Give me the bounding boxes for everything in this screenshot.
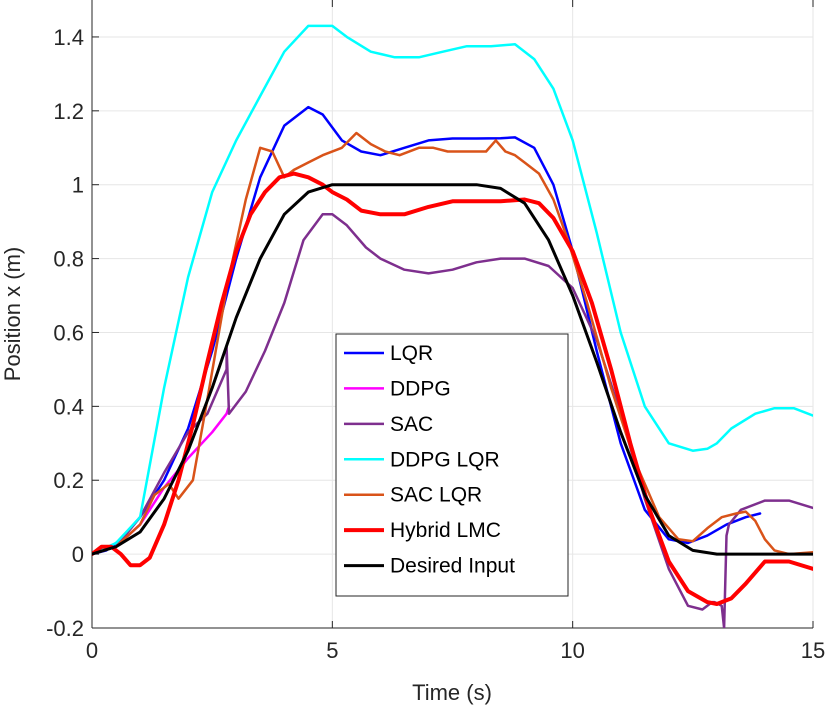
y-tick-label: -0.2: [46, 616, 84, 641]
y-tick-label: 1: [72, 173, 84, 198]
axes: 0 5 10 15-0.200.20.40.60.811.21.4: [46, 0, 825, 663]
y-tick-label: 0.4: [53, 394, 84, 419]
y-tick-label: 0.2: [53, 468, 84, 493]
series-layer: [92, 24, 813, 628]
y-tick-label: 0.8: [53, 247, 84, 272]
y-tick-label: 1.2: [53, 99, 84, 124]
legend-label-ddpg: DDPG: [390, 377, 451, 400]
series-line-sac-lqr: [92, 131, 813, 556]
legend: LQR DDPG SAC DDPG LQR SAC LQR Hybrid LMC Desir…: [335, 333, 569, 597]
series-line-desired-input: [92, 183, 813, 556]
series-line-hybrid-lmc: [92, 171, 813, 606]
x-tick-label: 15: [801, 638, 825, 663]
legend-label-sac-lqr: SAC LQR: [390, 484, 482, 507]
legend-box: [335, 333, 569, 597]
series-line-sac: [92, 213, 813, 628]
series-group: [92, 24, 813, 628]
legend-label-hybrid-lmc: Hybrid LMC: [390, 519, 501, 542]
y-tick-label: 0: [72, 542, 84, 567]
x-tick-label: 10: [560, 638, 584, 663]
y-tick-label: 1.4: [53, 25, 84, 50]
legend-label-desired-input: Desired Input: [390, 555, 515, 578]
legend-label-lqr: LQR: [390, 342, 433, 365]
legend-label-ddpg-lqr: DDPG LQR: [390, 448, 500, 471]
x-axis-label: Time (s): [412, 680, 492, 705]
y-tick-label: 0.6: [53, 320, 84, 345]
x-tick-label: 0: [86, 638, 98, 663]
y-axis-label: Position x (m): [0, 247, 25, 381]
series-line-ddpg-lqr: [92, 24, 813, 556]
legend-label-sac: SAC: [390, 413, 433, 436]
x-tick-label: 5: [326, 638, 338, 663]
